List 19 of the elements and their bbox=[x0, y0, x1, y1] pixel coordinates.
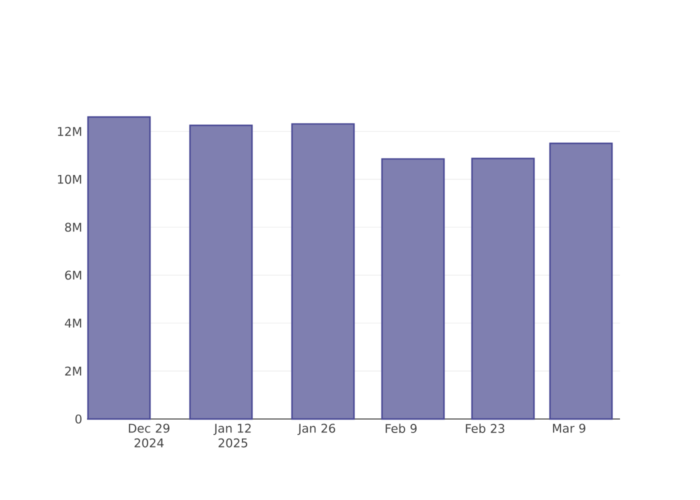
x-tick-label: Feb 9 bbox=[386, 424, 417, 433]
x-tick-label: Jan 12 2025 bbox=[213, 424, 251, 448]
x-tick-label: Feb 23 bbox=[466, 424, 504, 433]
y-tick-label: 0 bbox=[75, 414, 82, 424]
bar bbox=[291, 123, 355, 420]
y-tick-label: 10M bbox=[58, 174, 82, 184]
y-tick-label: 8M bbox=[65, 222, 82, 232]
bar bbox=[549, 142, 613, 420]
x-tick-label: Jan 26 bbox=[297, 424, 336, 436]
bar bbox=[471, 158, 535, 420]
y-tick-label: 6M bbox=[65, 270, 82, 280]
bar bbox=[381, 158, 445, 420]
y-tick-label: 12M bbox=[58, 126, 82, 136]
x-tick-label: Mar 9 bbox=[553, 424, 586, 433]
bar bbox=[87, 116, 151, 420]
bar bbox=[189, 124, 253, 420]
y-tick-label: 4M bbox=[64, 318, 82, 328]
x-tick-label: Dec 29 2024 bbox=[128, 424, 170, 448]
y-tick-label: 2M bbox=[65, 366, 82, 376]
